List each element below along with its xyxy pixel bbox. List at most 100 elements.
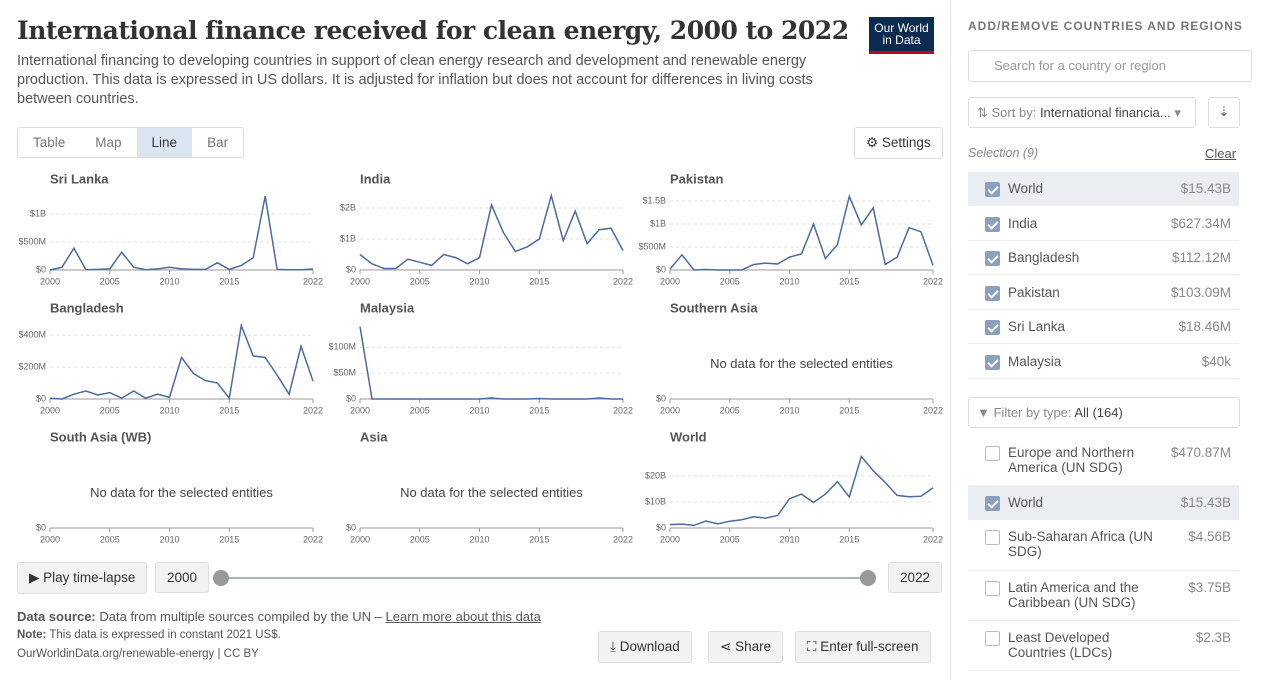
panel-title: Southern Asia [670,300,758,315]
sidebar: ADD/REMOVE COUNTRIES AND REGIONS Search … [950,0,1268,680]
x-tick-label: 2000 [350,405,370,415]
y-tick-label: $0 [36,393,46,403]
x-tick-label: 2015 [219,405,239,415]
x-tick-label: 2015 [529,276,549,286]
x-tick-label: 2010 [470,276,490,286]
y-tick-label: $20B [645,470,666,480]
entity-row[interactable]: Least Developed Countries (LDCs) $2.3B [968,621,1239,671]
label: Data source: [17,609,96,624]
y-tick-label: $400M [18,330,46,340]
filter[interactable]: ▼ Filter by type: All (164) [968,397,1240,428]
download[interactable]: ⤓ Download [598,631,692,663]
tab[interactable]: Map [95,135,122,150]
name: Least Developed Countries (LDCs) [1008,630,1113,660]
selected-row[interactable]: India $627.34M [968,207,1239,241]
entity-row[interactable]: Sub-Saharan Africa (UN SDG) $4.56B [968,520,1239,571]
panel-title: Asia [360,429,388,444]
y-tick-label: $1B [340,233,356,243]
name: Pakistan [1008,284,1060,300]
series-line [49,322,314,401]
x-tick-label: 2005 [100,276,120,286]
name: India [1008,215,1038,231]
logo[interactable]: Our World in Data [869,17,934,54]
value: $470.87M [1170,445,1231,460]
x-tick-label: 2015 [839,405,859,415]
value: $627.34M [1170,215,1231,231]
series-line [359,326,623,400]
search[interactable]: Search for a country or region [968,50,1252,82]
title: International finance received for clean… [17,16,849,45]
y-tick-label: $2B [340,202,356,212]
x-tick-label: 2022 [303,276,323,286]
y-tick-label: $0 [346,264,356,274]
x-tick-label: 2000 [40,405,60,415]
start-year[interactable]: 2000 [155,562,210,593]
entity-row[interactable]: World $15.43B [968,486,1239,520]
x-tick-label: 2022 [303,534,323,544]
share[interactable]: ⋖ Share [708,631,784,663]
value: All (164) [1074,405,1123,420]
link[interactable]: Learn more about this data [385,609,541,624]
entity-row[interactable]: Latin America and the Caribbean (UN SDG)… [968,571,1239,621]
series-line [359,192,624,270]
x-tick-label: 2000 [350,276,370,286]
name: World [1008,495,1044,510]
x-tick-label: 2015 [839,276,859,286]
play-button[interactable]: ▶ Play time-lapse [17,562,148,594]
x-tick-label: 2005 [720,534,740,544]
y-tick-label: $0 [656,393,666,403]
value: $3.75B [1188,580,1231,595]
x-tick-label: 2010 [160,534,180,544]
x-tick-label: 2022 [613,405,633,415]
x-tick-label: 2010 [780,405,800,415]
label: Download [619,639,680,654]
label: Share [735,639,772,654]
x-tick-label: 2010 [160,405,180,415]
x-tick-label: 2022 [923,276,943,286]
selected-row[interactable]: Malaysia $40k [968,345,1239,379]
end-year[interactable]: 2022 [888,562,943,593]
x-tick-label: 2022 [613,534,633,544]
label: Sort by: [991,105,1037,120]
name: Sri Lanka [1008,319,1066,335]
x-tick-label: 2010 [470,405,490,415]
x-tick-label: 2022 [923,405,943,415]
value: $40k [1201,354,1231,369]
name: Sub-Saharan Africa (UN SDG) [1008,529,1153,559]
tab[interactable]: Line [136,128,193,157]
selected-row[interactable]: Bangladesh $112.12M [968,241,1239,276]
tab[interactable]: Table [33,135,66,150]
name: Malaysia [1008,354,1062,369]
sort-order[interactable]: ⇣ [1208,97,1240,128]
panel-title: Sri Lanka [50,171,109,186]
url[interactable]: OurWorldinData.org/renewable-energy | CC… [17,648,259,660]
entity-row[interactable]: Europe and Northern America (UN SDG) $470… [968,436,1239,486]
tab[interactable]: Bar [207,135,229,150]
selected-row[interactable]: Pakistan $103.09M [968,276,1239,310]
slider-knob[interactable] [213,570,229,586]
y-tick-label: $50M [333,368,356,378]
selected-row[interactable]: Sri Lanka $18.46M [968,310,1239,345]
checkbox [985,355,1000,370]
sort[interactable]: ⇅ Sort by: International financia... ▾ [968,97,1196,128]
fullscreen[interactable]: ⛶ Enter full-screen [795,631,931,663]
slider-knob[interactable] [860,570,876,586]
label: Enter full-screen [820,639,919,654]
value: $15.43B [1180,495,1231,510]
name: Latin America and the Caribbean (UN SDG) [1008,580,1139,610]
panel-title: India [360,171,391,186]
y-tick-label: $500M [638,241,666,251]
y-tick-label: $0 [346,522,356,532]
checkbox [985,216,1000,232]
selected-row[interactable]: World $15.43B [968,172,1239,206]
x-tick-label: 2015 [839,534,859,544]
name: World [1008,181,1044,196]
text: This data is expressed in constant 2021 … [49,629,281,641]
x-tick-label: 2010 [160,276,180,286]
clear[interactable]: Clear [1205,146,1237,161]
settings-button[interactable]: ⚙ Settings [854,127,943,159]
value: $103.09M [1170,284,1231,300]
checkbox [985,581,1000,596]
logo-line: Our World [874,21,929,35]
